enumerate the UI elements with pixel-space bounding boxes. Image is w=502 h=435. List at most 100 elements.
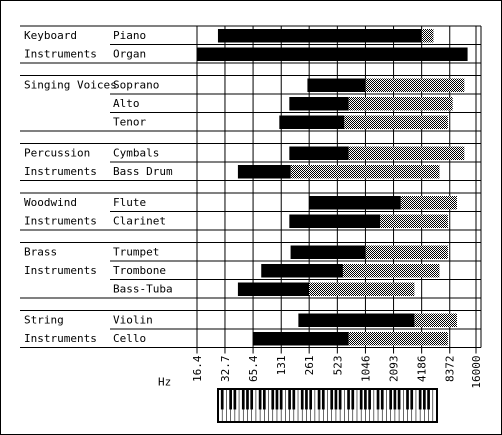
black-key	[423, 389, 426, 410]
harmonic-range-bar	[380, 214, 448, 228]
fundamental-range-bar	[237, 282, 310, 296]
harmonic-range-bar	[414, 313, 457, 327]
x-tick-label: 131	[275, 356, 288, 376]
instrument-label: Cello	[113, 332, 146, 345]
fundamental-range-bar	[309, 196, 401, 210]
fundamental-range-bar	[290, 245, 366, 259]
harmonic-range-bar	[365, 78, 465, 92]
instrument-label: Alto	[113, 97, 140, 110]
bars-layer	[197, 29, 468, 346]
black-key	[389, 389, 393, 410]
black-key	[246, 389, 249, 410]
harmonic-range-bar	[348, 332, 448, 346]
black-key	[406, 389, 409, 410]
fundamental-range-bar	[289, 97, 349, 111]
grid-layer	[20, 25, 482, 354]
instrument-label: Flute	[113, 196, 146, 209]
x-tick-label: 32.7	[219, 356, 232, 383]
x-tick-label: 1046	[359, 356, 372, 383]
harmonic-range-bar	[342, 264, 440, 278]
instrument-label: Cymbals	[113, 147, 159, 160]
fundamental-range-bar	[217, 29, 422, 43]
black-key	[250, 389, 254, 410]
black-key	[410, 389, 414, 410]
fundamental-range-bar	[307, 78, 366, 92]
instrument-label: Clarinet	[113, 215, 166, 228]
black-key	[229, 389, 232, 410]
harmonic-range-bar	[365, 245, 448, 259]
group-label: Brass	[24, 246, 57, 259]
harmonic-range-bar	[290, 165, 440, 179]
black-key	[288, 389, 291, 410]
instrument-label: Trumpet	[113, 246, 159, 259]
harmonic-range-bar	[344, 115, 448, 129]
x-tick-label: 65.4	[247, 355, 260, 382]
x-tick-label: 4186	[416, 356, 429, 383]
instrument-label: Soprano	[113, 79, 159, 92]
harmonic-range-bar	[309, 282, 415, 296]
group-label: Instruments	[24, 264, 97, 277]
black-key	[241, 389, 245, 410]
instrument-label: Piano	[113, 29, 146, 42]
instrument-label: Trombone	[113, 264, 166, 277]
harmonic-range-bar	[421, 29, 434, 43]
harmonic-range-bar	[348, 146, 465, 160]
labels-layer: Keyboard Instruments Piano Organ Singing Voi…	[24, 29, 173, 345]
black-key	[364, 389, 367, 410]
fundamental-range-bar	[279, 115, 345, 129]
x-axis: Hz 16.4 32.7 65.4 131 261 523 1046 2093 4186 8372 1…	[158, 355, 483, 388]
group-label: Percussion	[24, 147, 90, 160]
black-key	[275, 389, 279, 410]
group-label: Instruments	[24, 215, 97, 228]
instrument-label: Bass-Tuba	[113, 283, 173, 296]
x-tick-label: 261	[303, 356, 316, 376]
black-key	[258, 389, 262, 410]
black-key	[380, 389, 384, 410]
instrument-label: Tenor	[113, 116, 146, 129]
x-tick-label: 523	[331, 356, 344, 376]
black-key	[309, 389, 313, 410]
black-key	[393, 389, 397, 410]
fundamental-range-bar	[261, 264, 343, 278]
fundamental-range-bar	[298, 313, 415, 327]
black-key	[359, 389, 363, 410]
x-tick-label: 16000	[470, 356, 483, 389]
x-tick-label: 2093	[388, 356, 401, 383]
harmonic-range-bar	[400, 196, 457, 210]
black-key	[330, 389, 334, 410]
instrument-label: Violin	[113, 314, 153, 327]
black-key	[233, 389, 237, 410]
black-key	[220, 389, 224, 410]
group-label: String	[24, 314, 64, 327]
group-label: Keyboard	[24, 29, 77, 42]
fundamental-range-bar	[197, 47, 468, 61]
group-label: Instruments	[24, 48, 97, 61]
group-label: Instruments	[24, 165, 97, 178]
black-key	[418, 389, 422, 410]
instrument-label: Bass Drum	[113, 165, 173, 178]
harmonic-range-bar	[348, 97, 453, 111]
black-key	[321, 389, 325, 410]
fundamental-range-bar	[289, 214, 381, 228]
black-key	[338, 389, 342, 410]
black-key	[279, 389, 283, 410]
piano-keyboard-icon	[217, 388, 438, 423]
black-key	[397, 389, 401, 410]
black-key	[317, 389, 321, 410]
x-tick-label: 8372	[444, 356, 457, 383]
black-key	[271, 389, 275, 410]
black-key	[262, 389, 266, 410]
black-key	[300, 389, 304, 410]
group-label: Woodwind	[24, 196, 77, 209]
black-key	[376, 389, 380, 410]
black-key	[351, 389, 355, 410]
black-key	[347, 389, 350, 410]
black-key	[305, 389, 308, 410]
black-key	[292, 389, 296, 410]
black-key	[334, 389, 338, 410]
instrument-label: Organ	[113, 48, 146, 61]
group-label: Singing Voices	[24, 79, 117, 92]
fundamental-range-bar	[289, 146, 349, 160]
x-tick-label: 16.4	[191, 355, 204, 382]
